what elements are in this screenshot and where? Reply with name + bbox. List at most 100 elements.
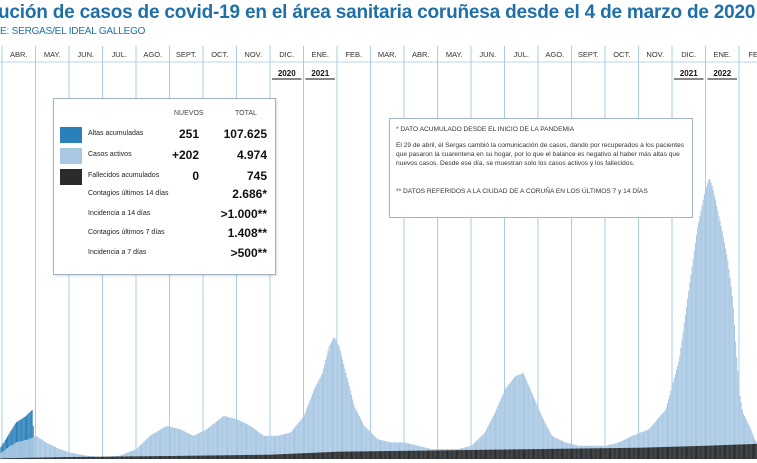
series-bar xyxy=(32,437,34,459)
series-bar xyxy=(556,448,558,459)
series-bar xyxy=(151,434,153,459)
series-bar xyxy=(641,432,643,459)
series-bar xyxy=(392,450,394,459)
series-bar xyxy=(477,449,479,459)
series-bar xyxy=(36,457,38,459)
series-bar xyxy=(221,417,223,459)
series-bar xyxy=(690,274,692,459)
series-bar xyxy=(733,324,736,459)
series-bar xyxy=(19,420,21,459)
series-bar xyxy=(639,432,641,459)
series-bar xyxy=(394,450,396,459)
series-bar xyxy=(263,435,265,459)
series-bar xyxy=(270,435,272,459)
series-bar xyxy=(688,446,690,459)
series-bar xyxy=(368,451,370,459)
series-bar xyxy=(279,435,281,459)
series-bar xyxy=(203,455,205,459)
legend-label-fallecidos: Fallecidos acumulados xyxy=(88,172,160,179)
series-bar xyxy=(369,451,371,459)
series-bar xyxy=(570,448,572,459)
series-bar xyxy=(165,426,167,459)
series-bar xyxy=(280,434,282,459)
series-bar xyxy=(79,456,81,459)
series-bar xyxy=(397,442,399,459)
series-bar xyxy=(687,299,689,459)
series-bar xyxy=(330,342,332,459)
series-bar xyxy=(117,456,119,459)
series-bar xyxy=(532,396,535,459)
series-bar xyxy=(375,437,377,459)
series-bar xyxy=(420,450,422,459)
series-bar xyxy=(316,452,318,459)
legend-total-fallecidos: 745 xyxy=(246,169,267,183)
series-bar xyxy=(727,260,729,459)
series-bar xyxy=(376,451,378,459)
series-bar xyxy=(491,449,493,459)
series-bar xyxy=(222,455,224,459)
series-bar xyxy=(294,453,296,459)
series-bar xyxy=(373,435,375,459)
series-bar xyxy=(349,390,351,459)
series-bar xyxy=(398,442,401,459)
series-bar xyxy=(210,455,212,459)
series-bar xyxy=(347,381,349,459)
legend-header-total: TOTAL xyxy=(235,110,257,117)
series-bar xyxy=(286,433,288,459)
series-bar xyxy=(70,452,72,459)
series-bar xyxy=(137,456,139,459)
series-bar xyxy=(612,448,614,459)
series-bar xyxy=(243,422,245,459)
series-bar xyxy=(496,408,498,459)
series-bar xyxy=(500,449,502,459)
month-label: DIC. xyxy=(279,50,294,59)
series-bar xyxy=(637,433,639,459)
series-bar xyxy=(263,454,265,459)
series-bar xyxy=(22,440,24,459)
series-bar xyxy=(342,451,344,459)
series-bar xyxy=(346,451,348,459)
series-bar xyxy=(142,456,144,459)
series-bar xyxy=(707,183,709,460)
series-bar xyxy=(460,450,462,459)
series-bar xyxy=(214,455,216,459)
series-bar xyxy=(147,456,149,459)
series-bar xyxy=(200,455,202,459)
series-bar xyxy=(443,450,445,459)
series-bar xyxy=(732,308,734,459)
series-bar xyxy=(694,446,696,459)
series-bar xyxy=(125,456,127,459)
series-bar xyxy=(241,455,243,459)
series-bar xyxy=(328,346,330,459)
series-bar xyxy=(397,450,399,459)
series-bar xyxy=(346,377,348,459)
series-bar xyxy=(664,410,666,459)
series-bar xyxy=(257,454,259,459)
series-bar xyxy=(501,395,503,459)
series-bar xyxy=(154,456,156,459)
series-bar xyxy=(128,451,130,459)
series-bar xyxy=(126,456,128,459)
series-bar xyxy=(378,451,380,459)
series-bar xyxy=(400,442,402,459)
series-bar xyxy=(279,454,281,459)
series-bar xyxy=(314,452,316,459)
series-bar xyxy=(289,453,291,459)
series-bar xyxy=(362,422,364,459)
series-bar xyxy=(24,440,26,459)
series-bar xyxy=(68,457,70,459)
series-bar xyxy=(733,444,736,459)
series-bar xyxy=(319,377,321,459)
series-bar xyxy=(723,242,725,459)
note-city-data: ** DATOS REFERIDOS A LA CIUDAD DE A CORU… xyxy=(396,188,648,195)
series-bar xyxy=(174,455,176,459)
series-bar xyxy=(249,425,251,459)
series-bar xyxy=(588,448,590,459)
series-bar xyxy=(52,446,54,459)
series-bar xyxy=(1,452,3,459)
series-bar xyxy=(740,402,742,459)
series-bar xyxy=(30,457,32,459)
series-bar xyxy=(51,445,53,459)
series-bar xyxy=(21,457,23,459)
series-bar xyxy=(575,448,577,459)
